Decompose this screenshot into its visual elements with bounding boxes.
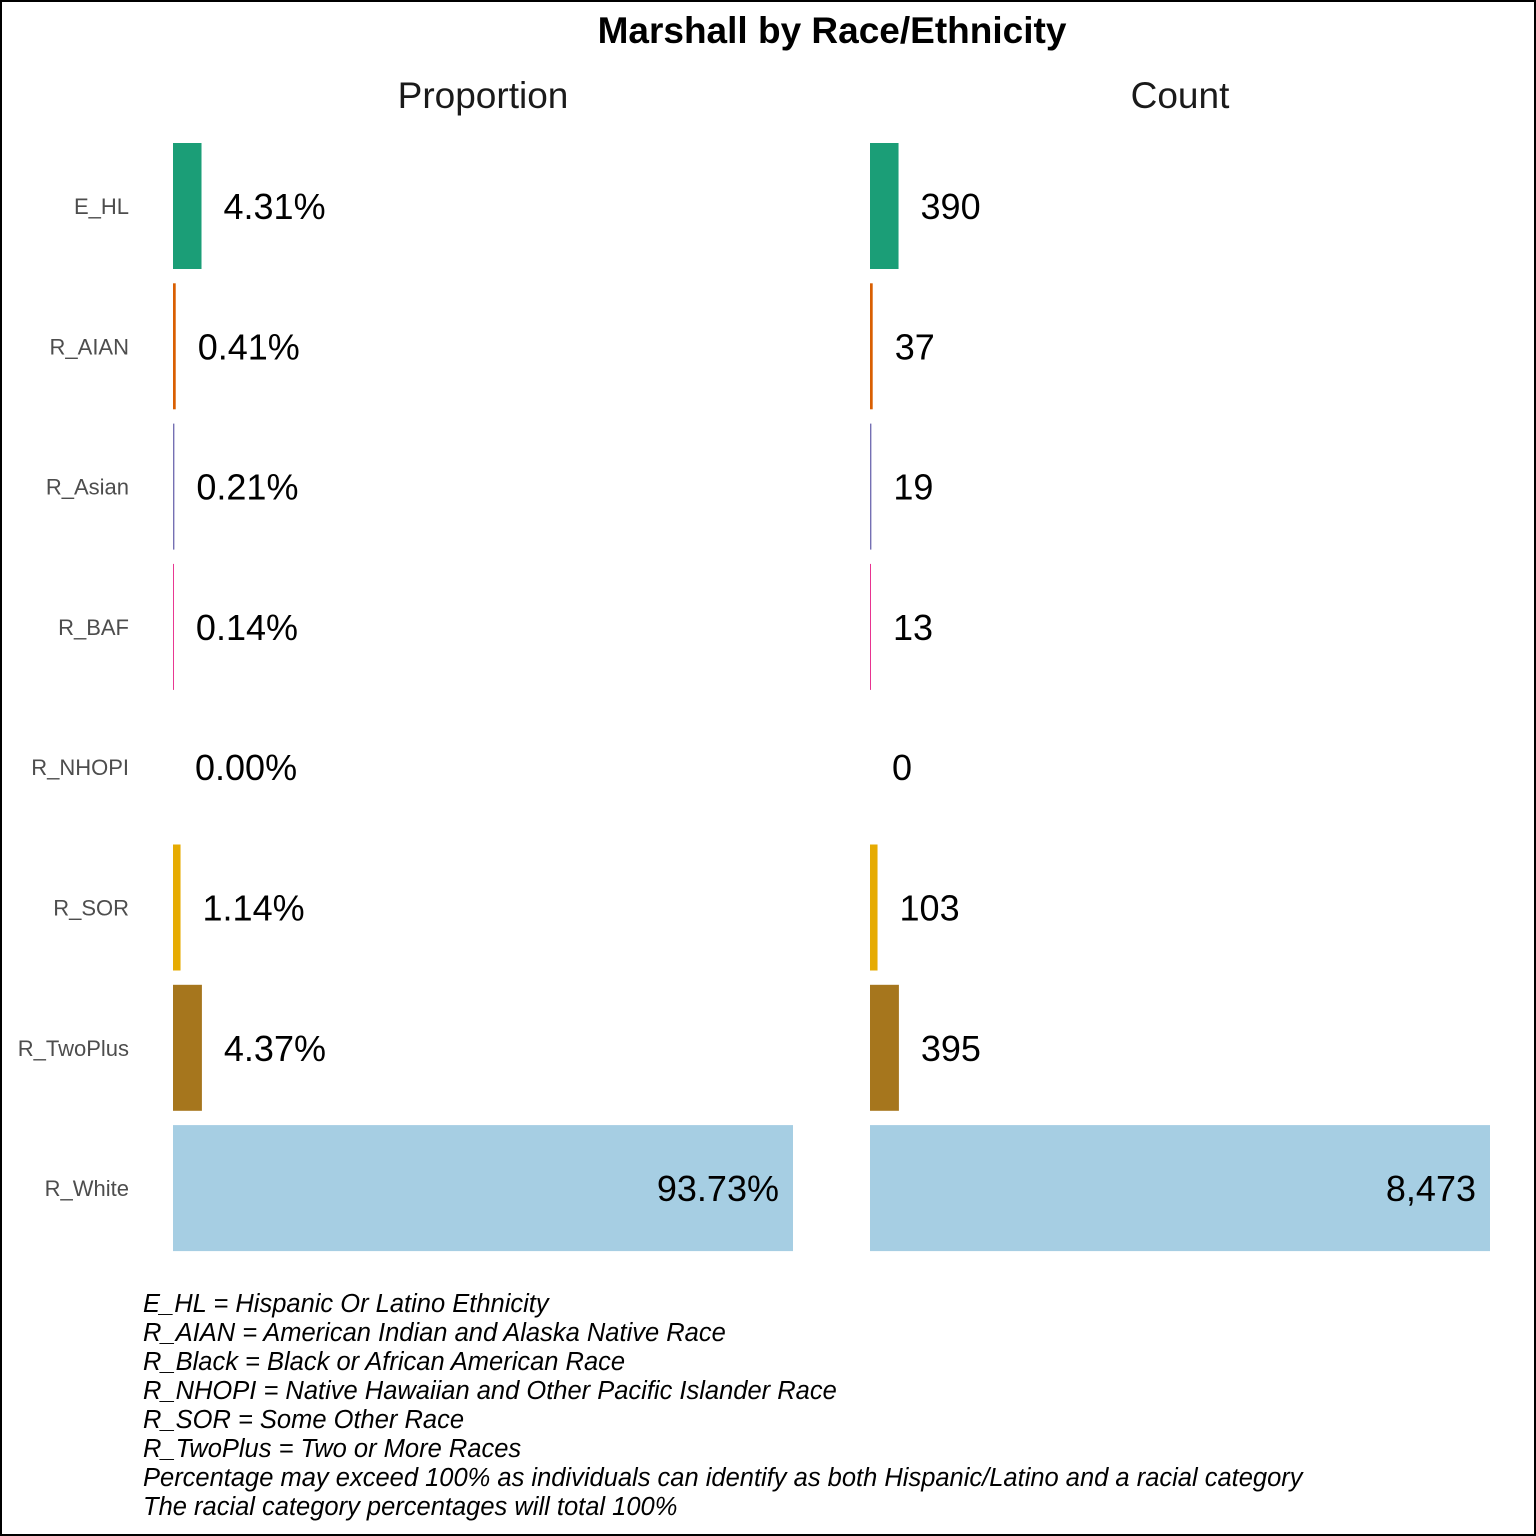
bar-count xyxy=(870,143,899,269)
category-label: R_NHOPI xyxy=(31,755,129,780)
category-label: R_AIAN xyxy=(50,334,129,359)
bar-proportion xyxy=(173,844,181,971)
category-label: R_SOR xyxy=(53,896,129,921)
category-label: R_BAF xyxy=(58,615,129,640)
bar-count xyxy=(870,984,899,1111)
footnotes: E_HL = Hispanic Or Latino Ethnicity R_AI… xyxy=(143,1290,1303,1522)
panel-title-count: Count xyxy=(1131,75,1230,116)
data-label-count: 395 xyxy=(921,1028,981,1069)
footnote-line: E_HL = Hispanic Or Latino Ethnicity xyxy=(143,1290,549,1318)
panel-title-proportion: Proportion xyxy=(398,75,569,116)
data-label-proportion: 0.41% xyxy=(198,326,300,367)
data-label-proportion: 0.00% xyxy=(195,747,297,788)
category-label: R_White xyxy=(45,1176,129,1201)
bar-proportion xyxy=(173,283,176,410)
bar-proportion xyxy=(173,143,202,269)
data-label-proportion: 4.37% xyxy=(224,1028,326,1069)
category-label: R_Asian xyxy=(46,475,129,500)
footnote-line: Percentage may exceed 100% as individual… xyxy=(143,1464,1303,1492)
category-label: R_TwoPlus xyxy=(18,1036,129,1061)
data-label-proportion: 4.31% xyxy=(224,186,326,227)
bar-count xyxy=(870,844,878,971)
category-label: E_HL xyxy=(74,194,129,219)
footnote-line: R_Black = Black or African American Race xyxy=(143,1348,626,1376)
data-label-proportion: 93.73% xyxy=(657,1168,779,1209)
data-label-count: 37 xyxy=(895,326,935,367)
data-label-count: 8,473 xyxy=(1386,1168,1476,1209)
bar-count xyxy=(870,1125,1490,1252)
data-label-proportion: 0.14% xyxy=(196,607,298,648)
chart-title: Marshall by Race/Ethnicity xyxy=(598,10,1067,51)
footnote-line: R_SOR = Some Other Race xyxy=(143,1406,465,1434)
bar-count xyxy=(870,423,872,550)
footnote-line: R_TwoPlus = Two or More Races xyxy=(143,1435,522,1463)
bar-proportion xyxy=(173,563,174,690)
data-label-count: 19 xyxy=(893,467,933,508)
footnote-line: The racial category percentages will tot… xyxy=(143,1493,678,1521)
data-label-proportion: 0.21% xyxy=(196,467,298,508)
bar-proportion xyxy=(173,1125,793,1252)
bar-count xyxy=(870,283,873,410)
bar-proportion xyxy=(173,984,202,1111)
data-label-count: 390 xyxy=(921,186,981,227)
footnote-line: R_NHOPI = Native Hawaiian and Other Paci… xyxy=(143,1377,837,1405)
data-label-count: 103 xyxy=(900,888,960,929)
data-label-proportion: 1.14% xyxy=(203,888,305,929)
data-label-count: 0 xyxy=(892,747,912,788)
bar-count xyxy=(870,563,871,690)
bar-proportion xyxy=(173,423,175,550)
data-label-count: 13 xyxy=(893,607,933,648)
footnote-line: R_AIAN = American Indian and Alaska Nati… xyxy=(143,1319,726,1347)
